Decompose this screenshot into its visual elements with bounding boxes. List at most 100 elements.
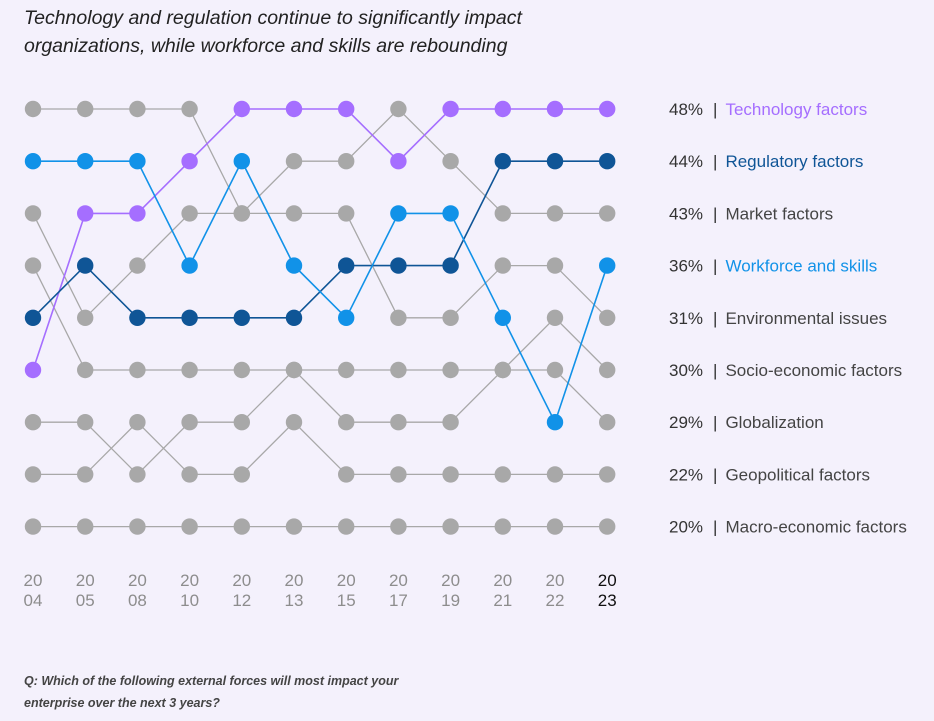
point-geopolitical-factors-2008 [129,414,146,431]
point-regulatory-factors-2015 [338,257,355,274]
legend-entry-market-factors: 43% | Market factors [669,204,833,223]
point-geopolitical-factors-2021 [494,466,511,483]
point-macro-economic-factors-2013 [285,518,303,535]
legend-label: Macro-economic factors [725,518,906,537]
x-tick-label-2017: 20 17 [389,571,408,610]
legend-label: Globalization [725,413,823,432]
x-tick-label-2021: 20 21 [493,571,512,610]
point-regulatory-factors-2017 [390,257,407,274]
chart-title-line-1: Technology and regulation continue to si… [24,7,522,29]
point-market-factors-2005 [77,309,94,326]
legend-separator: | [713,413,717,432]
point-socio-economic-factors-2019 [442,361,459,379]
point-workforce-and-skills-2019 [442,205,459,222]
point-socio-economic-factors-2017 [390,361,407,379]
point-globalization-2013 [285,361,303,379]
legend-pct: 22% [669,465,703,484]
x-tick-label-part: 10 [180,591,199,610]
point-technology-factors-2021 [494,100,511,118]
x-tick-label-part: 12 [232,591,251,610]
point-environmental-issues-2022 [546,257,564,274]
legend-separator: | [713,257,717,276]
point-regulatory-factors-2010 [181,309,198,326]
point-macro-economic-factors-2022 [546,518,564,535]
x-tick-label-part: 20 [285,571,304,590]
legend-label: Technology factors [725,100,867,119]
x-tick-label-2015: 20 15 [337,571,356,610]
legend-pct: 36% [669,257,703,276]
x-tick-label-part: 20 [24,571,43,590]
point-technology-factors-2005 [77,205,94,222]
point-market-factors-2010 [181,205,198,222]
point-workforce-and-skills-2017 [390,205,407,222]
x-tick-label-part: 20 [337,571,356,590]
point-geopolitical-factors-2017 [390,466,407,483]
point-technology-factors-2023 [599,100,616,118]
point-regulatory-factors-2019 [442,257,459,274]
point-market-factors-2008 [129,257,146,274]
legend-pct: 43% [669,204,703,223]
point-workforce-and-skills-2022 [546,414,564,431]
point-macro-economic-factors-2023 [599,518,616,535]
series-line-socio-economic-factors [32,265,608,371]
point-socio-economic-factors-2012 [233,361,250,379]
point-environmental-issues-2021 [494,257,511,274]
legend-separator: | [713,309,717,328]
point-globalization-2021 [494,361,511,379]
point-workforce-and-skills-2004 [24,153,42,170]
x-tick-label-part: 20 [180,571,199,590]
point-technology-factors-2013 [285,100,303,118]
legend-label: Geopolitical factors [725,465,870,484]
survey-question-line-1: Q: Which of the following external force… [24,674,399,688]
point-technology-factors-2010 [181,153,198,170]
legend-pct: 29% [669,413,703,432]
point-geopolitical-factors-2019 [442,466,459,483]
x-tick-label-part: 20 [441,571,460,590]
point-macro-economic-factors-2010 [181,518,198,535]
point-geopolitical-factors-2015 [338,466,355,483]
point-market-factors-2013 [285,153,303,170]
point-macro-economic-factors-2019 [442,518,459,535]
point-technology-factors-2015 [338,100,355,118]
point-globalization-2017 [390,414,407,431]
point-environmental-issues-2004 [24,100,42,118]
point-macro-economic-factors-2005 [77,518,94,535]
point-technology-factors-2017 [390,153,407,170]
point-macro-economic-factors-2015 [338,518,355,535]
point-macro-economic-factors-2004 [24,518,42,535]
x-tick-label-part: 20 [546,571,565,590]
point-socio-economic-factors-2008 [129,361,146,379]
x-tick-label-2008: 20 08 [128,571,147,610]
series-line-globalization [33,369,608,476]
point-geopolitical-factors-2022 [546,466,564,483]
point-socio-economic-factors-2015 [338,361,355,379]
legend-pct: 44% [669,152,703,171]
point-socio-economic-factors-2023 [599,361,616,379]
x-tick-label-part: 13 [285,591,304,610]
point-market-factors-2021 [494,205,511,222]
point-environmental-issues-2012 [233,205,250,222]
x-tick-label-2019: 20 19 [441,571,460,610]
series-line-environmental-issues [33,108,608,319]
legend-entry-socio-economic-factors: 30% | Socio-economic factors [669,361,902,380]
legend-entry-macro-economic-factors: 20% | Macro-economic factors [669,518,907,537]
series-group-other [24,100,616,535]
point-market-factors-2004 [24,205,42,222]
series-line-geopolitical-factors [33,421,608,476]
survey-question: Q: Which of the following external force… [24,670,524,714]
point-globalization-2004 [24,414,42,431]
legend-entry-technology-factors: 48% | Technology factors [669,100,867,119]
legend-pct: 48% [669,100,703,119]
x-tick-label-part: 22 [546,591,565,610]
point-regulatory-factors-2023 [599,153,616,170]
point-market-factors-2022 [546,205,564,222]
series-line-market-factors [32,108,608,319]
point-regulatory-factors-2022 [546,153,564,170]
point-workforce-and-skills-2005 [77,153,94,170]
legend-separator: | [713,152,717,171]
point-globalization-2008 [129,466,146,483]
series-group-highlighted [24,100,616,431]
legend-entry-workforce-and-skills: 36% | Workforce and skills [669,257,877,276]
x-tick-label-2010: 20 10 [180,571,199,610]
